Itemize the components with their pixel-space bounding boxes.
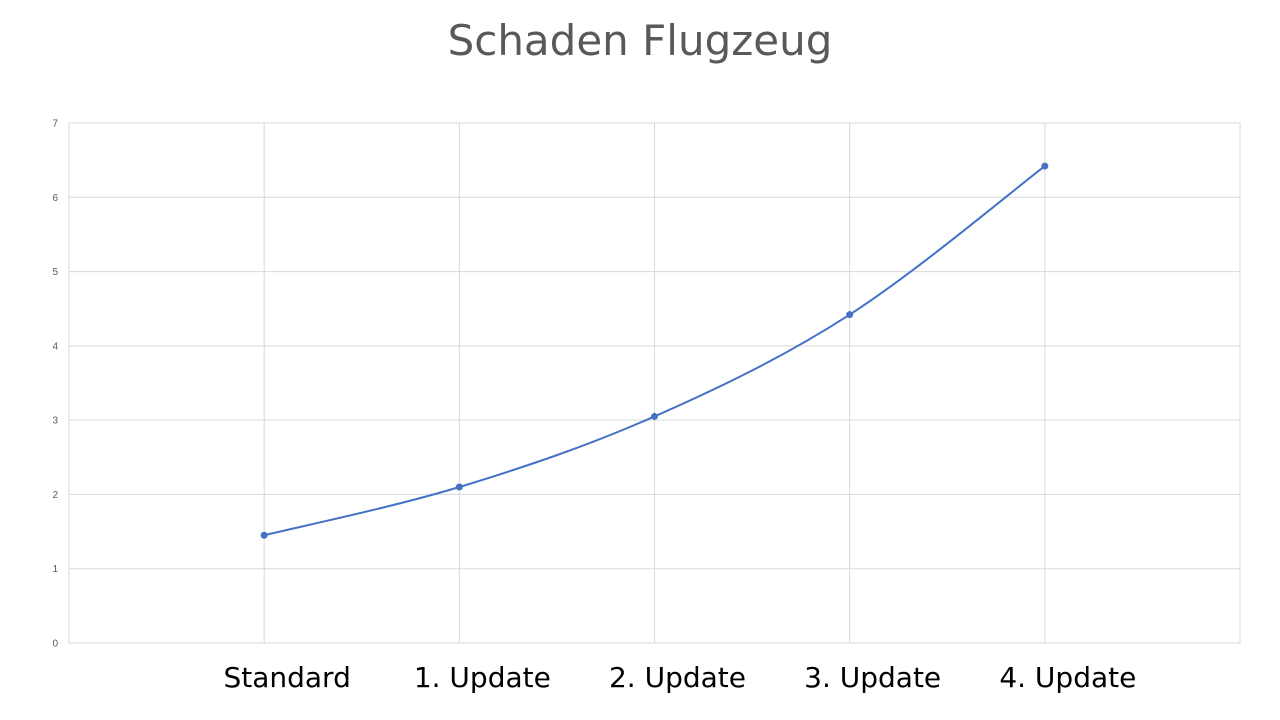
x-tick-label: Standard <box>223 661 350 694</box>
data-point <box>846 311 854 319</box>
data-point <box>260 531 268 539</box>
x-axis-ticks: Standard 1. Update 2. Update 3. Update 4. Up… <box>223 661 1136 694</box>
x-tick-label: 4. Update <box>999 661 1136 694</box>
y-tick-label: 2 <box>52 490 58 501</box>
y-tick-label: 4 <box>52 341 58 352</box>
chart-title: Schaden Flugzeug <box>447 16 833 65</box>
y-tick-label: 3 <box>52 416 58 427</box>
grid-lines <box>68 122 1241 644</box>
data-point <box>455 483 463 491</box>
data-point <box>1041 162 1049 170</box>
y-tick-label: 1 <box>52 564 58 575</box>
y-axis-ticks: 0 1 2 3 4 5 6 7 <box>52 119 58 650</box>
series-layer <box>260 162 1049 539</box>
y-tick-label: 7 <box>52 119 58 130</box>
data-point <box>651 412 658 420</box>
x-tick-label: 2. Update <box>609 661 746 694</box>
x-tick-label: 3. Update <box>804 661 941 694</box>
y-tick-label: 6 <box>52 193 58 204</box>
y-tick-label: 0 <box>52 639 58 650</box>
y-tick-label: 5 <box>52 267 58 278</box>
x-tick-label: 1. Update <box>414 661 551 694</box>
